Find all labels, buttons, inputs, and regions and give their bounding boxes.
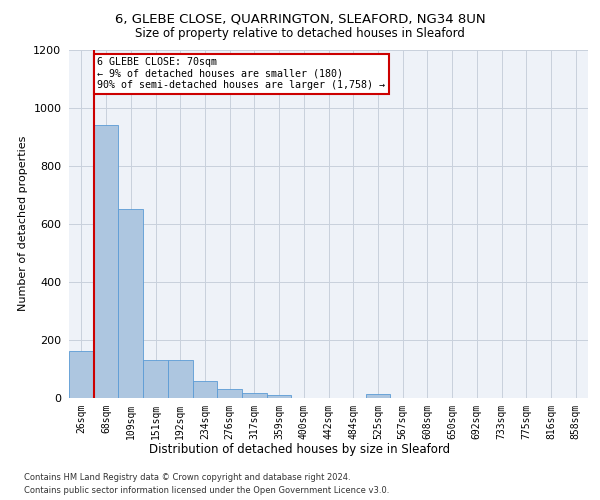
Bar xyxy=(365,394,390,398)
Bar xyxy=(267,394,292,398)
Text: Contains public sector information licensed under the Open Government Licence v3: Contains public sector information licen… xyxy=(24,486,389,495)
Text: Distribution of detached houses by size in Sleaford: Distribution of detached houses by size … xyxy=(149,442,451,456)
Bar xyxy=(193,381,217,398)
Bar xyxy=(143,360,168,398)
Text: 6, GLEBE CLOSE, QUARRINGTON, SLEAFORD, NG34 8UN: 6, GLEBE CLOSE, QUARRINGTON, SLEAFORD, N… xyxy=(115,12,485,26)
Text: 6 GLEBE CLOSE: 70sqm
← 9% of detached houses are smaller (180)
90% of semi-detac: 6 GLEBE CLOSE: 70sqm ← 9% of detached ho… xyxy=(97,57,385,90)
Bar xyxy=(118,210,143,398)
Bar xyxy=(69,351,94,398)
Y-axis label: Number of detached properties: Number of detached properties xyxy=(17,136,28,312)
Bar xyxy=(217,389,242,398)
Text: Size of property relative to detached houses in Sleaford: Size of property relative to detached ho… xyxy=(135,28,465,40)
Text: Contains HM Land Registry data © Crown copyright and database right 2024.: Contains HM Land Registry data © Crown c… xyxy=(24,472,350,482)
Bar xyxy=(242,394,267,398)
Bar xyxy=(94,126,118,398)
Bar xyxy=(168,360,193,398)
